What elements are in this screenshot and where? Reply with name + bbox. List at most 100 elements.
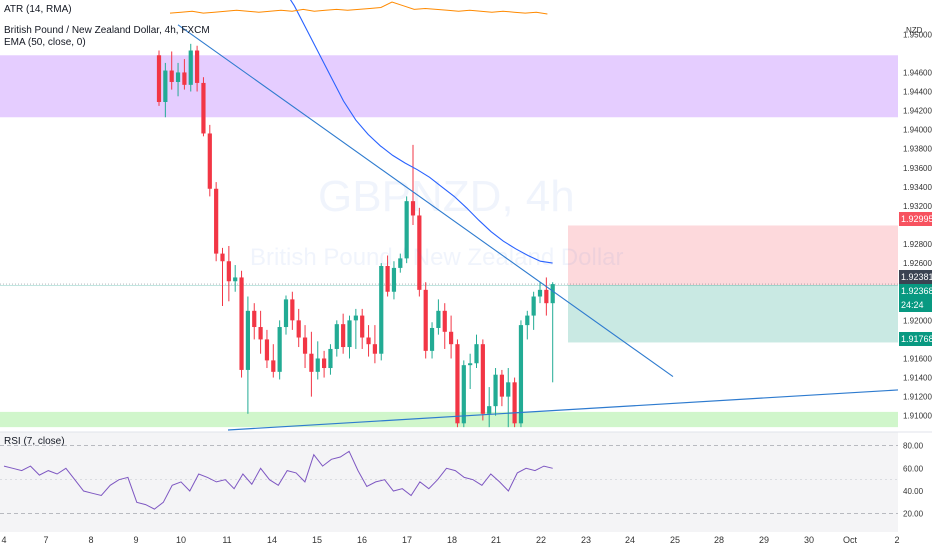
time-tick-label: 22: [536, 535, 546, 545]
candle-body: [474, 344, 479, 364]
time-tick-label: 24: [625, 535, 635, 545]
countdown-label: 24:24: [899, 298, 932, 312]
time-tick-label: 29: [759, 535, 769, 545]
candle-body: [334, 324, 339, 349]
price-tick-label: 1.92800: [903, 240, 932, 249]
candle-body: [423, 289, 428, 351]
candle-body: [175, 72, 181, 82]
candle-body: [226, 261, 231, 282]
candle-body: [290, 299, 295, 321]
candle-body: [169, 70, 174, 82]
time-tick-label: 14: [267, 535, 277, 545]
time-tick-label: 16: [357, 535, 367, 545]
candle-body: [163, 70, 168, 102]
candle-body: [506, 382, 511, 397]
price-tick-label: 1.91000: [903, 412, 932, 421]
last-price-label: 1.92381: [899, 270, 932, 284]
candle-body: [531, 296, 536, 316]
price-tick-label: 1.91600: [903, 354, 932, 363]
candle-body: [417, 215, 422, 290]
time-tick-label: 25: [670, 535, 680, 545]
time-tick-label: 8: [88, 535, 93, 545]
chart-title-legend: British Pound / New Zealand Dollar, 4h, …: [4, 25, 210, 36]
position-risk-zone: [568, 225, 898, 286]
candle-body: [360, 315, 365, 338]
price-tick-label: 1.94600: [903, 68, 932, 77]
candle-body: [404, 201, 409, 259]
candle-body: [322, 358, 327, 369]
time-tick-label: 9: [133, 535, 138, 545]
candle-body: [537, 289, 543, 297]
position-reward-zone: [568, 285, 898, 343]
candle-body: [468, 363, 473, 366]
candle-body: [207, 133, 212, 189]
rsi-pane-background: [0, 432, 898, 532]
ascending-trendline: [227, 389, 899, 431]
candle-body: [271, 360, 276, 372]
time-tick-label: 11: [222, 535, 231, 545]
price-tick-label: 1.94400: [903, 88, 932, 97]
candle-body: [341, 324, 346, 348]
price-tick-label: 1.93200: [903, 202, 932, 211]
demand-zone: [0, 411, 898, 428]
time-tick-label: Oct: [843, 535, 858, 545]
currency-label: NZD: [906, 26, 923, 35]
price-tick-label: 1.92000: [903, 316, 932, 325]
rsi-line: [3, 450, 553, 510]
price-tick-label: 1.93400: [903, 183, 932, 192]
candle-body: [239, 277, 244, 370]
candle-body: [525, 315, 530, 326]
time-tick-label: 23: [581, 535, 591, 545]
time-tick-label: 28: [714, 535, 724, 545]
candle-body: [550, 284, 555, 304]
candle-body: [436, 310, 441, 328]
current-price-label: 1.92368: [899, 284, 932, 298]
candle-body: [220, 253, 225, 262]
candle-body: [195, 50, 200, 83]
supply-zone: [0, 55, 898, 118]
time-tick-label: 30: [804, 535, 814, 545]
rsi-tick-label: 60.00: [903, 464, 924, 473]
rsi-tick-label: 20.00: [903, 510, 924, 519]
rsi-tick-label: 80.00: [903, 442, 924, 451]
candle-body: [252, 310, 257, 328]
time-tick-label: 17: [402, 535, 412, 545]
candle-body: [499, 374, 504, 397]
time-tick-label: 21: [491, 535, 501, 545]
candle-body: [391, 267, 397, 292]
price-tick-label: 1.93600: [903, 164, 932, 173]
time-tick-label: 18: [447, 535, 457, 545]
candle-body: [512, 382, 517, 424]
candle-body: [518, 325, 524, 424]
candle-body: [277, 327, 282, 372]
price-tick-label: 1.95000: [903, 30, 932, 39]
ema-line: [289, 0, 553, 264]
time-tick-label: 4: [1, 535, 6, 545]
candle-body: [493, 374, 498, 407]
ema-legend: EMA (50, close, 0): [4, 37, 86, 48]
candle-body: [487, 406, 492, 414]
candle-body: [480, 344, 485, 414]
candle-body: [245, 310, 250, 370]
time-tick-label: 10: [176, 535, 186, 545]
candle-body: [379, 266, 384, 354]
candle-body: [188, 50, 193, 85]
time-tick-label: 15: [312, 535, 322, 545]
candle-body: [449, 331, 454, 345]
candle-body: [366, 337, 371, 345]
rsi-legend: RSI (7, close): [4, 436, 65, 447]
price-tick-label: 1.94200: [903, 107, 932, 116]
candle-body: [455, 344, 460, 424]
candle-body: [258, 327, 263, 340]
candle-body: [296, 320, 301, 338]
price-tick-label: 1.94000: [903, 126, 932, 135]
candle-body: [372, 344, 377, 354]
descending-trendline: [177, 24, 674, 378]
time-tick-label: 7: [43, 535, 48, 545]
candle-body: [214, 188, 219, 254]
candle-body: [302, 337, 308, 354]
candle-body: [201, 82, 206, 134]
candle-body: [385, 266, 390, 292]
candle-body: [347, 320, 352, 348]
